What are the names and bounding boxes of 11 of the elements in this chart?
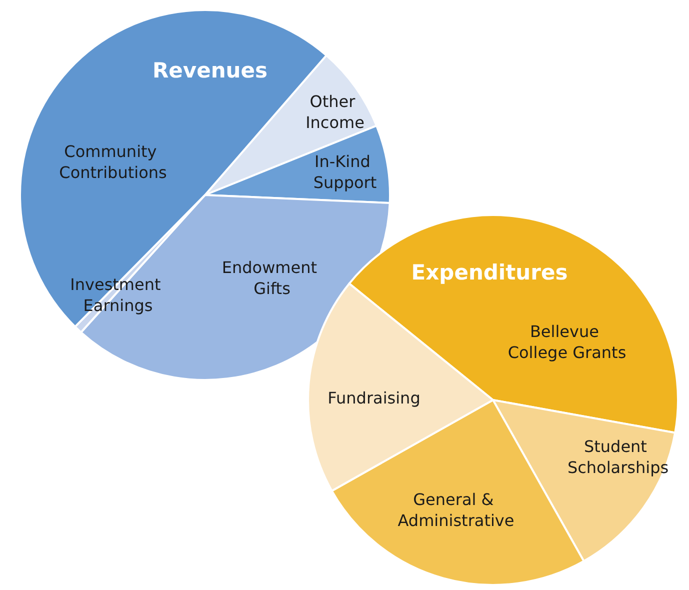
- slice-label: Bellevue College Grants: [508, 322, 626, 362]
- text: Expenditures: [411, 260, 568, 284]
- slice-label: Community Contributions: [59, 142, 167, 182]
- slice-label: Student Scholarships: [567, 437, 669, 477]
- text: Revenues: [152, 58, 268, 82]
- slice-label: Fundraising: [328, 388, 420, 408]
- slice-label: Other Income: [306, 92, 364, 132]
- slice-label: In-Kind Support: [313, 152, 377, 192]
- slice-label: General & Administrative: [398, 490, 514, 530]
- slice-label: Endowment Gifts: [222, 258, 322, 298]
- slice-label: Investment Earnings: [70, 275, 166, 315]
